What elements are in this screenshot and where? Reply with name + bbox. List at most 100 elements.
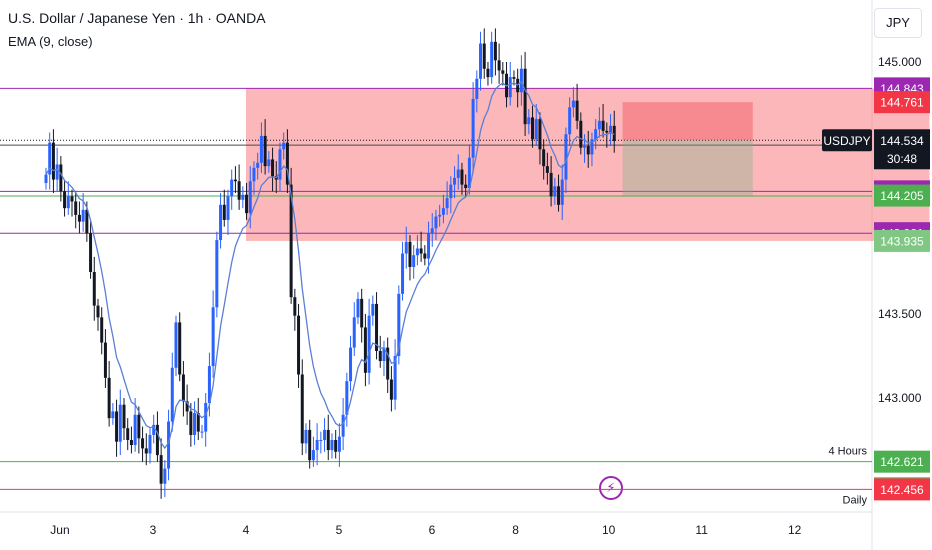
price-badge-bg (874, 91, 930, 114)
currency-button[interactable]: JPY (874, 8, 922, 38)
candle-body (170, 367, 174, 422)
candle-body (111, 411, 115, 419)
candle-body (241, 194, 245, 200)
candle-body (579, 120, 583, 148)
candle-body (70, 196, 74, 202)
price-badge-bg (874, 184, 930, 207)
candle-body (404, 241, 408, 254)
candle-body (486, 68, 490, 78)
candle-body (248, 181, 252, 214)
candle-body (129, 440, 133, 446)
candle-body (545, 166, 549, 173)
candle-body (583, 146, 587, 148)
candle-body (519, 68, 523, 93)
candle-body (237, 181, 241, 200)
candle-body (144, 448, 148, 454)
candle-body (367, 315, 371, 373)
candle-body (215, 240, 219, 308)
candle-body (115, 411, 119, 442)
candle-body (311, 450, 315, 461)
candle-body (590, 139, 594, 155)
time-tick: 11 (695, 523, 708, 537)
candle-body (100, 317, 104, 343)
candle-body (508, 77, 512, 98)
candle-body (449, 184, 453, 199)
candle-body (271, 159, 275, 177)
bar-countdown: 30:48 (887, 152, 917, 166)
candle-body (163, 468, 167, 484)
ema-indicator-legend[interactable]: EMA (9, close) (8, 34, 93, 49)
candle-body (531, 117, 535, 140)
candle-body (189, 411, 193, 435)
candle-body (96, 305, 100, 318)
candle-body (345, 381, 349, 415)
candle-body (527, 117, 531, 125)
price-tick: 143.000 (878, 391, 922, 405)
price-badge-144.761: 144.761 (880, 96, 924, 110)
candle-body (337, 436, 341, 452)
candle-body (438, 214, 442, 217)
candle-body (204, 403, 208, 432)
lightning-bolt-icon[interactable]: ⚡ (599, 476, 623, 500)
candle-body (185, 401, 189, 412)
candle-body (497, 60, 501, 71)
candle-body (148, 434, 152, 454)
time-tick: Jun (50, 523, 69, 537)
candle-body (341, 414, 345, 437)
candle-body (523, 68, 527, 125)
candle-body (538, 119, 542, 150)
current-price-badge-bg (874, 129, 930, 170)
candle-body (323, 429, 327, 440)
time-tick: 4 (243, 523, 250, 537)
candle-body (159, 455, 163, 484)
time-tick: 8 (512, 523, 519, 537)
candle-body (501, 70, 505, 74)
candle-body (222, 204, 226, 220)
candle-body (490, 41, 494, 78)
candle-body (141, 438, 145, 449)
candle-body (155, 424, 159, 456)
candle-body (103, 342, 107, 378)
candle-body (51, 142, 55, 180)
candle-body (300, 374, 304, 444)
price-badge-bg (874, 478, 930, 501)
candle-body (594, 129, 598, 140)
candle-body (430, 228, 434, 234)
line-label-4-hours: 4 Hours (828, 446, 867, 458)
candle-body (441, 208, 445, 215)
candle-body (471, 98, 475, 158)
candle-body (412, 255, 416, 267)
candle-body (167, 421, 171, 469)
candle-body (63, 191, 67, 209)
candle-body (397, 293, 401, 356)
candle-body (293, 297, 297, 316)
candle-body (137, 414, 141, 439)
candle-body (152, 424, 156, 435)
candle-body (233, 179, 237, 182)
candle-body (207, 366, 211, 404)
price-badge-143.935: 143.935 (880, 234, 924, 248)
candle-body (107, 377, 111, 419)
line-label-daily: Daily (843, 494, 868, 506)
candle-body (360, 298, 364, 328)
candle-body (363, 327, 367, 373)
symbol-title[interactable]: U.S. Dollar / Japanese Yen · 1h · OANDA (8, 10, 266, 26)
candle-body (196, 413, 200, 432)
price-badge-142.456: 142.456 (880, 483, 924, 497)
candle-body (557, 186, 561, 205)
candle-body (475, 78, 479, 99)
current-price-badge: 144.534 (880, 134, 924, 148)
candle-body (178, 322, 182, 375)
candle-body (375, 303, 379, 351)
candle-body (542, 149, 546, 167)
symbol-badge: USDJPY (823, 134, 870, 148)
candle-body (226, 196, 230, 220)
candle-body (453, 177, 457, 185)
time-tick: 10 (602, 523, 616, 537)
candle-body (597, 120, 601, 130)
candle-body (423, 253, 427, 259)
candle-body (460, 169, 464, 185)
candle-body (59, 164, 63, 192)
ema-line (45, 80, 615, 450)
